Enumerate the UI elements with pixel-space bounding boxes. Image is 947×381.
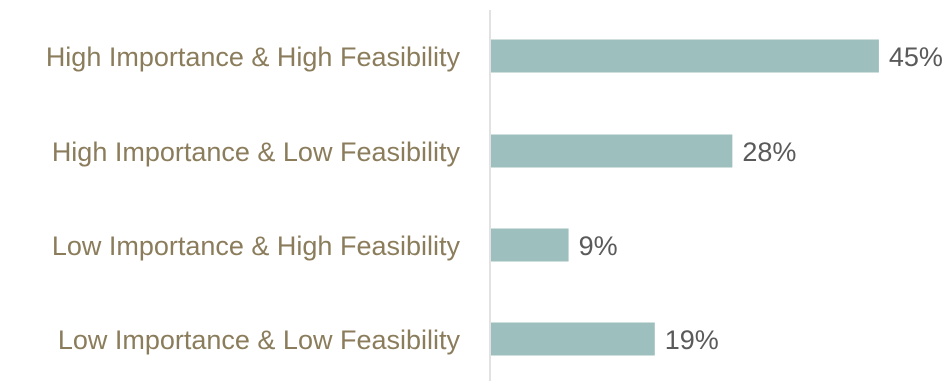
bar	[491, 39, 879, 73]
data-label: 28%	[742, 137, 796, 167]
data-label: 45%	[889, 42, 943, 72]
bar	[491, 322, 655, 356]
bars	[491, 39, 879, 356]
category-label: High Importance & Low Feasibility	[52, 137, 461, 167]
category-label: Low Importance & High Feasibility	[52, 231, 461, 261]
bar	[491, 228, 569, 262]
category-labels: High Importance & High Feasibility High I…	[46, 42, 461, 355]
bar	[491, 134, 733, 168]
category-label: Low Importance & Low Feasibility	[58, 325, 461, 355]
data-label: 9%	[579, 231, 618, 261]
category-label: High Importance & High Feasibility	[46, 42, 461, 72]
data-label: 19%	[665, 325, 719, 355]
value-labels: 45% 28% 9% 19%	[579, 42, 943, 355]
